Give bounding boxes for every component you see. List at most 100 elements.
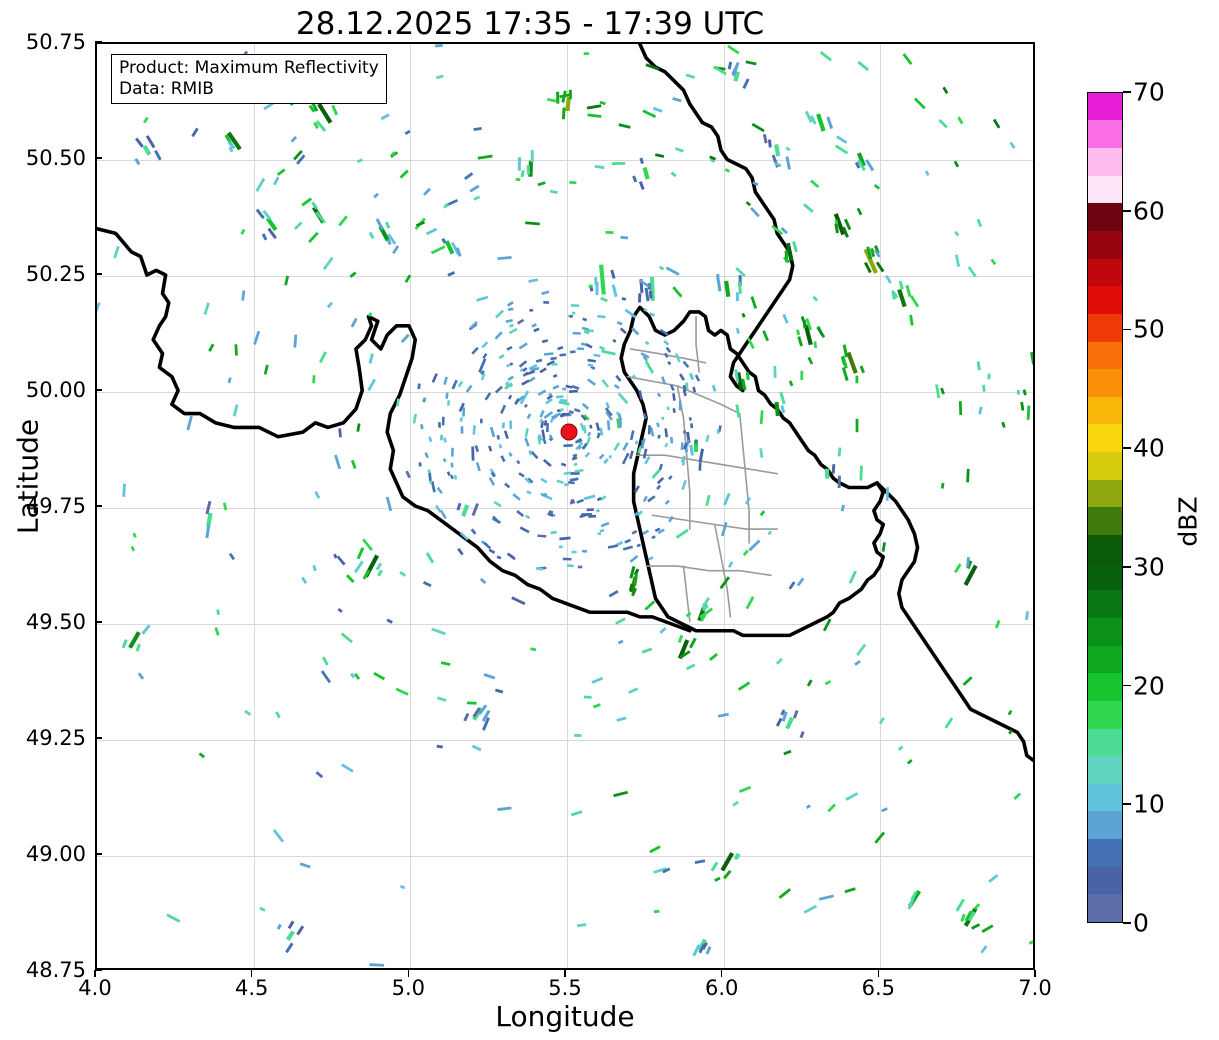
- reflectivity-echo: [566, 564, 574, 568]
- reflectivity-echo: [334, 454, 342, 470]
- reflectivity-echo: [579, 422, 585, 431]
- reflectivity-echo: [574, 408, 581, 413]
- reflectivity-echo: [331, 104, 339, 116]
- reflectivity-echo: [762, 330, 769, 342]
- reflectivity-echo: [898, 280, 904, 290]
- reflectivity-echo: [628, 583, 634, 592]
- reflectivity-echo: [611, 284, 618, 298]
- reflectivity-echo: [616, 321, 623, 326]
- reflectivity-echo: [422, 581, 432, 588]
- reflectivity-echo: [585, 436, 592, 445]
- reflectivity-echo: [357, 158, 363, 163]
- reflectivity-echo: [571, 456, 578, 461]
- reflectivity-echo: [587, 431, 592, 437]
- reflectivity-echo: [166, 913, 181, 923]
- reflectivity-echo: [640, 352, 650, 359]
- reflectivity-echo: [631, 327, 640, 336]
- colorbar-band: [1088, 230, 1122, 259]
- reflectivity-echo: [539, 418, 543, 424]
- reflectivity-echo: [648, 556, 654, 561]
- reflectivity-echo: [629, 554, 639, 563]
- reflectivity-echo: [644, 456, 651, 465]
- reflectivity-echo: [186, 415, 193, 431]
- reflectivity-echo: [537, 435, 542, 445]
- reflectivity-echo: [142, 116, 149, 124]
- reflectivity-echo: [620, 235, 629, 240]
- reflectivity-echo: [134, 157, 141, 166]
- reflectivity-echo: [720, 852, 735, 872]
- reflectivity-echo: [657, 434, 661, 439]
- reflectivity-echo: [368, 231, 375, 240]
- reflectivity-echo: [338, 215, 348, 227]
- reflectivity-echo: [864, 261, 872, 274]
- reflectivity-echo: [496, 435, 500, 440]
- colorbar-band: [1088, 313, 1122, 342]
- reflectivity-echo: [457, 547, 464, 556]
- reflectivity-echo: [846, 351, 858, 374]
- reflectivity-echo: [524, 437, 530, 447]
- reflectivity-echo: [285, 942, 294, 954]
- reflectivity-echo: [652, 106, 663, 113]
- reflectivity-echo: [582, 425, 587, 434]
- reflectivity-echo: [827, 803, 837, 813]
- reflectivity-echo: [356, 547, 365, 560]
- reflectivity-echo: [443, 437, 447, 443]
- reflectivity-echo: [774, 162, 782, 168]
- colorbar-tick-mark: [1123, 328, 1131, 331]
- reflectivity-echo: [526, 164, 531, 175]
- colorbar-tick-mark: [1123, 922, 1131, 924]
- reflectivity-echo: [312, 375, 316, 384]
- reflectivity-echo: [606, 420, 611, 431]
- reflectivity-echo: [552, 373, 558, 378]
- reflectivity-echo: [605, 411, 613, 421]
- reflectivity-echo: [778, 888, 792, 899]
- reflectivity-echo: [596, 496, 602, 502]
- reflectivity-echo: [685, 612, 692, 618]
- reflectivity-echo: [902, 53, 913, 65]
- reflectivity-echo: [122, 483, 126, 497]
- reflectivity-echo: [399, 570, 407, 577]
- reflectivity-echo: [644, 360, 655, 374]
- reflectivity-echo: [978, 406, 983, 415]
- reflectivity-echo: [503, 430, 509, 440]
- x-tick-mark: [877, 970, 880, 977]
- reflectivity-echo: [445, 392, 449, 399]
- reflectivity-echo: [639, 157, 644, 165]
- y-tick-mark: [95, 41, 102, 43]
- reflectivity-echo: [428, 472, 432, 481]
- reflectivity-echo: [655, 153, 665, 158]
- reflectivity-echo: [854, 161, 861, 169]
- reflectivity-echo: [884, 274, 892, 284]
- reflectivity-echo: [507, 307, 514, 311]
- reflectivity-echo: [301, 197, 313, 207]
- reflectivity-echo: [516, 318, 525, 325]
- reflectivity-echo: [857, 159, 866, 172]
- reflectivity-echo: [412, 413, 418, 424]
- reflectivity-colorbar[interactable]: [1087, 92, 1123, 923]
- reflectivity-echo: [222, 502, 228, 511]
- colorbar-band: [1088, 673, 1122, 701]
- map-plot-area[interactable]: Product: Maximum Reflectivity Data: RMIB: [95, 42, 1035, 970]
- reflectivity-echo: [692, 944, 701, 957]
- reflectivity-echo: [267, 227, 277, 240]
- reflectivity-echo: [682, 384, 687, 392]
- colorbar-band: [1088, 258, 1122, 287]
- x-tick-label: 4.5: [234, 976, 269, 1000]
- border-path: [676, 385, 691, 530]
- reflectivity-echo: [135, 137, 144, 148]
- reflectivity-echo: [644, 600, 656, 611]
- reflectivity-echo: [581, 444, 587, 450]
- reflectivity-echo: [806, 679, 813, 687]
- reflectivity-echo: [637, 293, 642, 303]
- reflectivity-echo: [810, 179, 820, 189]
- reflectivity-echo: [841, 367, 849, 381]
- reflectivity-echo: [575, 441, 584, 451]
- reflectivity-echo: [525, 514, 531, 520]
- reflectivity-echo: [373, 671, 386, 681]
- reflectivity-echo: [796, 577, 805, 587]
- reflectivity-echo: [669, 384, 675, 391]
- reflectivity-echo: [842, 344, 849, 358]
- x-tick-mark: [94, 970, 96, 977]
- y-tick-label: 49.50: [25, 610, 86, 634]
- reflectivity-echo: [681, 479, 687, 491]
